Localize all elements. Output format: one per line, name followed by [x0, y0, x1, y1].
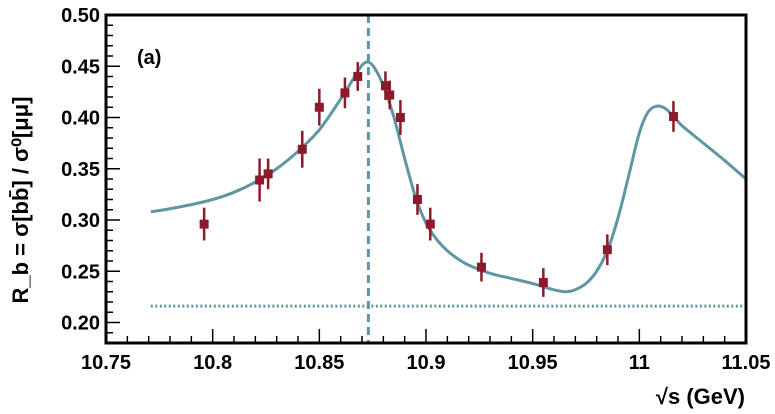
- y-tick-label: 0.40: [61, 108, 100, 130]
- fit-curve: [150, 60, 747, 294]
- data-point: [314, 88, 324, 126]
- x-tick-label: 10.8: [193, 352, 232, 374]
- data-point: [385, 80, 395, 110]
- y-tick-label: 0.50: [61, 5, 100, 27]
- point-marker: [538, 278, 548, 288]
- point-marker: [395, 113, 405, 122]
- axis-tick-labels: 10.75 10.8 10.85 10.9 10.95 11 11.05 0.20 0.25 0.…: [61, 5, 770, 374]
- point-marker: [297, 144, 307, 154]
- point-marker: [199, 219, 209, 229]
- plot-frame: [104, 13, 748, 345]
- point-marker: [412, 195, 422, 204]
- data-point: [340, 77, 350, 109]
- data-point: [425, 207, 435, 241]
- point-marker: [263, 169, 273, 179]
- fit-curve-layer: [150, 60, 747, 294]
- y-tick-label: 0.25: [61, 261, 100, 283]
- x-tick-label: 10.9: [407, 352, 446, 374]
- data-point: [602, 234, 612, 266]
- data-point: [395, 100, 405, 135]
- point-marker: [255, 175, 265, 185]
- x-tick-label: 11.05: [722, 352, 771, 374]
- y-tick-label: 0.30: [61, 210, 100, 232]
- y-tick-label: 0.45: [61, 56, 100, 78]
- y-tick-label: 0.35: [61, 159, 100, 181]
- data-points: [199, 62, 678, 297]
- data-point: [263, 158, 273, 190]
- data-point: [538, 268, 548, 297]
- data-point: [199, 207, 209, 241]
- data-point: [353, 62, 363, 91]
- point-marker: [314, 102, 324, 112]
- point-marker: [602, 245, 612, 255]
- x-axis-label: √s (GeV): [656, 384, 745, 409]
- point-marker: [668, 111, 678, 121]
- axis-ticks: [105, 14, 747, 344]
- panel-label: (a): [137, 47, 161, 69]
- x-tick-label: 10.95: [508, 352, 558, 374]
- point-marker: [340, 88, 350, 98]
- y-tick-label: 0.20: [61, 313, 100, 335]
- x-tick-label: 10.75: [81, 352, 131, 374]
- data-point: [297, 130, 307, 168]
- point-marker: [380, 81, 390, 91]
- point-marker: [385, 90, 395, 100]
- reference-lines: [150, 15, 746, 343]
- data-point: [412, 184, 422, 215]
- data-point: [255, 158, 265, 202]
- y-axis-label: R_b = σ[bb̄] / σ⁰[μμ]: [8, 97, 33, 304]
- data-point: [668, 101, 678, 132]
- point-marker: [353, 72, 363, 81]
- point-marker: [425, 219, 435, 229]
- x-tick-label: 10.85: [294, 352, 344, 374]
- x-tick-label: 11: [629, 352, 650, 374]
- data-point: [476, 252, 486, 282]
- point-marker: [476, 262, 486, 272]
